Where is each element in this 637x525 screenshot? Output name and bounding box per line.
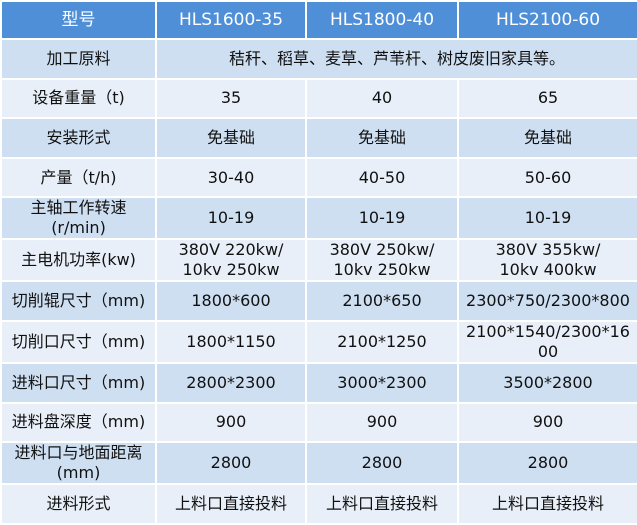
table-row: 主电机功率(kw) 380V 220kw/ 10kv 250kw 380V 250k… — [0, 238, 637, 283]
cell: 免基础 — [457, 117, 637, 159]
cell: 900 — [305, 401, 459, 444]
row-label: 切削口尺寸（mm) — [0, 319, 157, 364]
row-label: 设备重量（t) — [0, 77, 157, 120]
cell: 2800 — [457, 441, 637, 486]
cell: 40 — [305, 77, 459, 120]
cell: 2100*1540/2300*1600 — [457, 319, 637, 364]
cell: 2100*1250 — [305, 319, 459, 364]
cell: 380V 250kw/ 10kv 250kw — [305, 238, 459, 283]
cell: 2800 — [305, 441, 459, 486]
table-row: 产量（t/h) 30-40 40-50 50-60 — [0, 156, 637, 199]
cell: 1800*1150 — [155, 319, 307, 364]
row-label: 进料形式 — [0, 483, 157, 525]
cell: 2100*650 — [305, 280, 459, 322]
row-label: 进料口与地面距离 (mm) — [0, 441, 157, 486]
row-label: 进料口尺寸（mm) — [0, 361, 157, 404]
cell: 2800 — [155, 441, 307, 486]
table-row: 加工原料 秸秆、稻草、麦草、芦苇杆、树皮废旧家具等。 — [0, 38, 637, 80]
table-row: 进料口尺寸（mm) 2800*2300 3000*2300 3500*2800 — [0, 361, 637, 404]
cell: 900 — [457, 401, 637, 444]
cell: 2300*750/2300*800 — [457, 280, 637, 322]
header-cell: 型号 — [0, 0, 157, 40]
header-cell: HLS1800-40 — [305, 0, 459, 40]
header-row: 型号 HLS1600-35 HLS1800-40 HLS2100-60 — [0, 0, 637, 40]
cell: 上料口直接投料 — [305, 483, 459, 525]
cell: 900 — [155, 401, 307, 444]
cell: 3000*2300 — [305, 361, 459, 404]
row-label: 安装形式 — [0, 117, 157, 159]
cell: 35 — [155, 77, 307, 120]
cell: 40-50 — [305, 156, 459, 199]
header-cell: HLS2100-60 — [457, 0, 637, 40]
cell: 免基础 — [155, 117, 307, 159]
cell: 10-19 — [457, 196, 637, 241]
table-row: 切削辊尺寸（mm) 1800*600 2100*650 2300*750/2300*8… — [0, 280, 637, 322]
table-row: 进料盘深度（mm) 900 900 900 — [0, 401, 637, 444]
cell: 3500*2800 — [457, 361, 637, 404]
cell: 30-40 — [155, 156, 307, 199]
cell: 10-19 — [155, 196, 307, 241]
row-label: 产量（t/h) — [0, 156, 157, 199]
table-row: 安装形式 免基础 免基础 免基础 — [0, 117, 637, 159]
cell: 50-60 — [457, 156, 637, 199]
cell: 10-19 — [305, 196, 459, 241]
row-label: 加工原料 — [0, 38, 157, 80]
row-label: 进料盘深度（mm) — [0, 401, 157, 444]
row-label: 主轴工作转速 (r/min) — [0, 196, 157, 241]
cell: 上料口直接投料 — [155, 483, 307, 525]
table-row: 主轴工作转速 (r/min) 10-19 10-19 10-19 — [0, 196, 637, 241]
cell: 380V 355kw/ 10kv 400kw — [457, 238, 637, 283]
table-row: 进料形式 上料口直接投料 上料口直接投料 上料口直接投料 — [0, 483, 637, 525]
cell: 免基础 — [305, 117, 459, 159]
header-cell: HLS1600-35 — [155, 0, 307, 40]
cell: 秸秆、稻草、麦草、芦苇杆、树皮废旧家具等。 — [155, 38, 637, 80]
cell: 65 — [457, 77, 637, 120]
table-row: 进料口与地面距离 (mm) 2800 2800 2800 — [0, 441, 637, 486]
cell: 2800*2300 — [155, 361, 307, 404]
cell: 1800*600 — [155, 280, 307, 322]
table-row: 设备重量（t) 35 40 65 — [0, 77, 637, 120]
row-label: 主电机功率(kw) — [0, 238, 157, 283]
table-row: 切削口尺寸（mm) 1800*1150 2100*1250 2100*1540/230… — [0, 319, 637, 364]
cell: 上料口直接投料 — [457, 483, 637, 525]
cell: 380V 220kw/ 10kv 250kw — [155, 238, 307, 283]
row-label: 切削辊尺寸（mm) — [0, 280, 157, 322]
